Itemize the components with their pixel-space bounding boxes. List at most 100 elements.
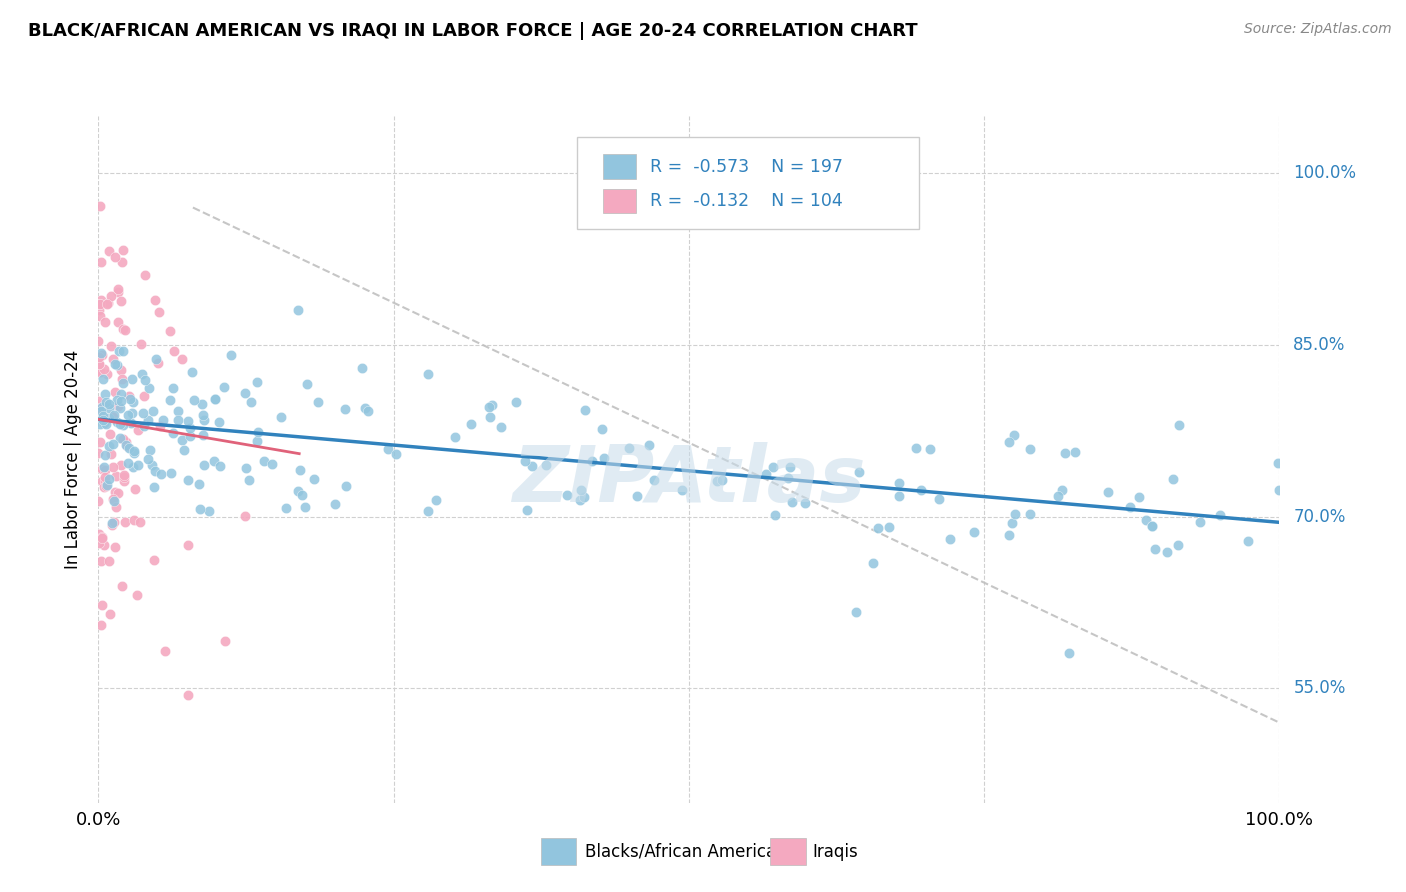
Point: [94, 315, 117, 329]
Point: [98, 396, 121, 410]
Point: [304, 472, 326, 486]
Point: [108, 431, 131, 445]
Point: [377, 442, 399, 457]
Point: [111, 344, 134, 359]
Point: [98, 244, 121, 258]
Point: [100, 447, 122, 461]
Point: [96, 297, 118, 311]
Point: [103, 494, 125, 508]
Text: BLACK/AFRICAN AMERICAN VS IRAQI IN LABOR FORCE | AGE 20-24 CORRELATION CHART: BLACK/AFRICAN AMERICAN VS IRAQI IN LABOR…: [28, 22, 918, 40]
Point: [97, 439, 120, 453]
Point: [425, 493, 447, 508]
Point: [112, 322, 135, 336]
Point: [1053, 446, 1076, 460]
Point: [253, 454, 276, 468]
Point: [89, 350, 111, 364]
Point: [307, 394, 329, 409]
Point: [91, 372, 114, 386]
Point: [208, 459, 231, 474]
Point: [163, 344, 186, 359]
Point: [755, 467, 778, 481]
FancyBboxPatch shape: [576, 136, 920, 229]
Point: [591, 422, 613, 436]
Point: [91, 348, 114, 362]
Point: [94, 387, 117, 401]
Point: [143, 293, 166, 307]
Point: [153, 644, 176, 658]
Point: [139, 442, 162, 457]
Point: [93, 538, 115, 552]
Text: ZIPAtlas: ZIPAtlas: [512, 442, 866, 518]
Point: [105, 415, 128, 429]
Point: [115, 437, 138, 451]
Point: [460, 417, 482, 431]
Point: [94, 478, 117, 492]
Point: [103, 515, 125, 529]
Point: [89, 417, 111, 431]
Point: [219, 347, 242, 361]
Point: [91, 474, 114, 488]
Point: [166, 404, 188, 418]
Point: [141, 458, 163, 472]
FancyBboxPatch shape: [603, 189, 636, 213]
Text: 100.0%: 100.0%: [1294, 164, 1357, 182]
Point: [107, 486, 129, 500]
Point: [107, 399, 129, 413]
Point: [118, 389, 141, 403]
Point: [89, 255, 111, 269]
Point: [1002, 428, 1025, 442]
Point: [262, 457, 284, 471]
Text: 55.0%: 55.0%: [1294, 680, 1346, 698]
Point: [920, 442, 942, 456]
Point: [149, 418, 172, 433]
Point: [91, 531, 114, 545]
Text: 70.0%: 70.0%: [1294, 508, 1346, 525]
Point: [96, 296, 118, 310]
Point: [101, 517, 124, 532]
Point: [90, 530, 112, 544]
Point: [90, 293, 112, 307]
Point: [90, 365, 112, 379]
Point: [111, 254, 134, 268]
Point: [238, 473, 260, 487]
Point: [134, 268, 156, 283]
Point: [98, 553, 121, 567]
Point: [98, 411, 121, 425]
Point: [1156, 544, 1178, 558]
Point: [110, 401, 132, 415]
Point: [101, 351, 124, 366]
FancyBboxPatch shape: [603, 154, 636, 179]
Point: [162, 425, 184, 440]
Point: [173, 442, 195, 457]
Point: [89, 365, 111, 379]
Point: [107, 285, 129, 299]
Text: 85.0%: 85.0%: [1294, 336, 1346, 354]
Point: [910, 483, 932, 497]
Point: [111, 372, 134, 386]
Point: [120, 416, 142, 430]
Point: [131, 407, 153, 421]
Point: [197, 504, 219, 518]
Point: [1046, 489, 1069, 503]
Point: [104, 385, 127, 400]
Point: [246, 376, 269, 390]
Point: [142, 480, 165, 494]
Point: [111, 579, 134, 593]
Point: [177, 473, 200, 487]
Point: [124, 482, 146, 496]
Point: [136, 452, 159, 467]
Point: [118, 441, 141, 455]
Point: [534, 458, 557, 473]
Point: [103, 492, 125, 507]
Point: [1019, 508, 1042, 522]
Point: [1167, 538, 1189, 552]
Point: [110, 417, 132, 431]
Point: [134, 389, 156, 403]
Point: [335, 401, 357, 416]
Point: [138, 381, 160, 395]
Point: [98, 472, 121, 486]
Point: [190, 502, 212, 516]
Point: [270, 410, 292, 425]
Point: [160, 466, 183, 480]
Point: [94, 417, 117, 431]
